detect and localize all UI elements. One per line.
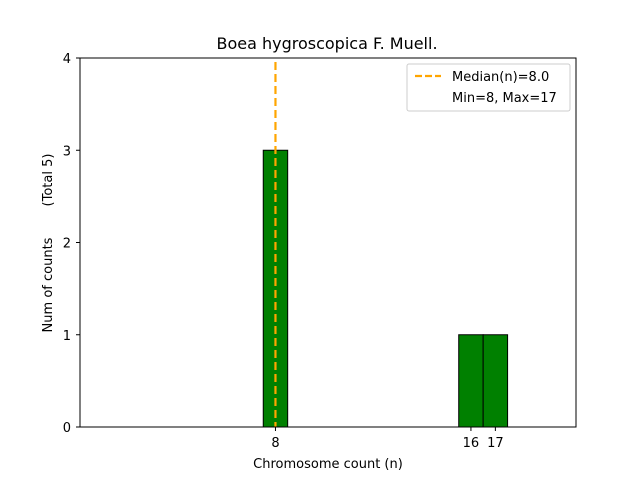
y-tick-label-4: 4 [63, 52, 71, 67]
x-axis-ticks: 8 16 17 [271, 427, 504, 451]
x-axis-label: Chromosome count (n) [253, 457, 403, 472]
y-tick-label-2: 2 [63, 237, 71, 252]
y-tick-label-0: 0 [63, 421, 71, 436]
bars [262, 149, 509, 428]
x-tick-label-8: 8 [271, 436, 279, 451]
y-axis-label: Num of counts [41, 237, 56, 332]
y-tick-label-1: 1 [63, 329, 71, 344]
bar-8 [262, 149, 289, 428]
legend-minmax-label: Min=8, Max=17 [452, 91, 557, 106]
bar-17 [482, 334, 509, 428]
y-axis-ticks: 0 1 2 3 4 [63, 52, 80, 436]
x-tick-label-17: 17 [487, 436, 504, 451]
legend-box [406, 63, 571, 112]
legend-median-label: Median(n)=8.0 [452, 70, 549, 85]
x-tick-label-16: 16 [463, 436, 480, 451]
y-tick-label-3: 3 [63, 144, 71, 159]
legend: Median(n)=8.0 Min=8, Max=17 [406, 63, 571, 112]
bar-16 [458, 334, 484, 428]
chart-title: Boea hygroscopica F. Muell. [216, 34, 437, 53]
y-axis-label-total: (Total 5) [41, 154, 56, 207]
